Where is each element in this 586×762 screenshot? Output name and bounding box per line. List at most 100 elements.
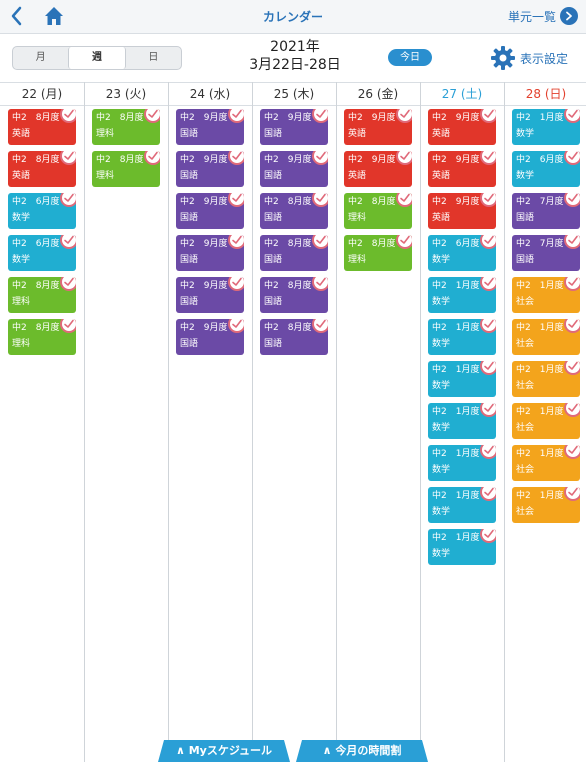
calendar-event[interactable]: 中2 8月度 英語 — [8, 109, 76, 145]
calendar-event[interactable]: 中2 8月度 理科 — [92, 109, 160, 145]
today-button[interactable]: 今日 — [388, 49, 432, 66]
check-circle-icon — [564, 361, 580, 375]
tab-month[interactable]: 月 — [35, 52, 46, 63]
calendar-event[interactable]: 中2 9月度 国語 — [176, 277, 244, 313]
check-circle-icon — [396, 235, 412, 249]
home-icon[interactable] — [42, 4, 66, 28]
back-chevron-icon[interactable] — [8, 5, 26, 27]
calendar-event[interactable]: 中2 6月度 数学 — [8, 193, 76, 229]
event-subject: 理科 — [348, 255, 367, 265]
calendar-event[interactable]: 中2 8月度 国語 — [260, 235, 328, 271]
calendar-event[interactable]: 中2 6月度 数学 — [512, 151, 580, 187]
event-subject: 国語 — [180, 339, 199, 349]
event-subject: 理科 — [12, 297, 31, 307]
calendar-event[interactable]: 中2 9月度 国語 — [176, 235, 244, 271]
calendar-event[interactable]: 中2 1月度 数学 — [428, 445, 496, 481]
display-settings-button[interactable]: 表示設定 — [490, 44, 568, 72]
calendar-event[interactable]: 中2 1月度 数学 — [428, 319, 496, 355]
calendar-event[interactable]: 中2 1月度 社会 — [512, 361, 580, 397]
check-circle-icon — [60, 109, 76, 123]
check-circle-icon — [480, 319, 496, 333]
calendar-event[interactable]: 中2 9月度 国語 — [260, 151, 328, 187]
calendar-event[interactable]: 中2 8月度 理科 — [92, 151, 160, 187]
event-subject: 社会 — [516, 507, 535, 517]
check-circle-icon — [564, 151, 580, 165]
event-subject: 国語 — [180, 297, 199, 307]
day-header-4: 26 (金) — [357, 87, 399, 101]
calendar-event[interactable]: 中2 1月度 数学 — [428, 403, 496, 439]
tab-day[interactable]: 日 — [148, 52, 159, 63]
calendar-event[interactable]: 中2 1月度 社会 — [512, 445, 580, 481]
event-subject: 理科 — [12, 339, 31, 349]
calendar-event[interactable]: 中2 8月度 理科 — [8, 277, 76, 313]
calendar-event[interactable]: 中2 8月度 理科 — [344, 235, 412, 271]
event-subject: 英語 — [432, 129, 451, 139]
calendar-event[interactable]: 中2 8月度 国語 — [260, 277, 328, 313]
check-circle-icon — [480, 403, 496, 417]
calendar-event[interactable]: 中2 6月度 数学 — [8, 235, 76, 271]
event-title: 中2 1月度 — [432, 323, 480, 333]
calendar-event[interactable]: 中2 9月度 英語 — [344, 151, 412, 187]
check-circle-icon — [144, 109, 160, 123]
my-schedule-tab[interactable]: ∧ Myスケジュール — [158, 740, 290, 762]
calendar-event[interactable]: 中2 1月度 社会 — [512, 487, 580, 523]
check-circle-icon — [228, 277, 244, 291]
calendar-event[interactable]: 中2 9月度 英語 — [428, 193, 496, 229]
calendar-event[interactable]: 中2 1月度 社会 — [512, 319, 580, 355]
event-title: 中2 9月度 — [348, 155, 396, 165]
column-divider — [168, 82, 169, 762]
calendar-event[interactable]: 中2 9月度 英語 — [344, 109, 412, 145]
column-divider — [84, 82, 85, 762]
event-subject: 英語 — [348, 129, 367, 139]
event-title: 中2 1月度 — [516, 407, 564, 417]
check-circle-icon — [564, 445, 580, 459]
event-subject: 数学 — [12, 255, 31, 265]
event-subject: 国語 — [264, 339, 283, 349]
check-circle-icon — [396, 193, 412, 207]
event-subject: 数学 — [432, 465, 451, 475]
calendar-event[interactable]: 中2 7月度 国語 — [512, 235, 580, 271]
calendar-event[interactable]: 中2 1月度 数学 — [428, 277, 496, 313]
calendar-event[interactable]: 中2 8月度 国語 — [260, 193, 328, 229]
event-subject: 国語 — [264, 255, 283, 265]
calendar-event[interactable]: 中2 9月度 国語 — [260, 109, 328, 145]
event-title: 中2 6月度 — [12, 239, 60, 249]
unit-list-button[interactable]: 単元一覧 — [508, 5, 578, 27]
event-title: 中2 8月度 — [264, 239, 312, 249]
event-subject: 国語 — [264, 129, 283, 139]
check-circle-icon — [564, 235, 580, 249]
calendar-event[interactable]: 中2 9月度 英語 — [428, 109, 496, 145]
calendar-event[interactable]: 中2 9月度 英語 — [428, 151, 496, 187]
calendar-event[interactable]: 中2 9月度 国語 — [176, 151, 244, 187]
calendar-event[interactable]: 中2 1月度 社会 — [512, 403, 580, 439]
monthly-timetable-tab[interactable]: ∧ 今月の時間割 — [296, 740, 428, 762]
event-subject: 国語 — [264, 213, 283, 223]
display-settings-label: 表示設定 — [520, 51, 569, 66]
calendar-event[interactable]: 中2 1月度 数学 — [428, 529, 496, 565]
event-title: 中2 8月度 — [12, 281, 60, 291]
event-title: 中2 9月度 — [180, 197, 228, 207]
calendar-event[interactable]: 中2 6月度 数学 — [428, 235, 496, 271]
event-title: 中2 1月度 — [432, 449, 480, 459]
event-title: 中2 8月度 — [12, 113, 60, 123]
calendar-event[interactable]: 中2 8月度 理科 — [344, 193, 412, 229]
calendar-event[interactable]: 中2 8月度 英語 — [8, 151, 76, 187]
calendar-event[interactable]: 中2 1月度 数学 — [512, 109, 580, 145]
calendar-event[interactable]: 中2 8月度 国語 — [260, 319, 328, 355]
calendar-event[interactable]: 中2 9月度 国語 — [176, 193, 244, 229]
calendar-event[interactable]: 中2 8月度 理科 — [8, 319, 76, 355]
week-event-grid: 中2 8月度 英語 中2 8月度 英語 中2 6月度 数学 中2 6月度 数学 中2 8月度 理科… — [0, 105, 586, 745]
event-title: 中2 1月度 — [432, 491, 480, 501]
calendar-event[interactable]: 中2 7月度 国語 — [512, 193, 580, 229]
event-title: 中2 9月度 — [264, 155, 312, 165]
event-subject: 理科 — [96, 129, 115, 139]
calendar-event[interactable]: 中2 9月度 国語 — [176, 319, 244, 355]
tab-week[interactable]: 週 — [68, 47, 126, 69]
event-subject: 数学 — [432, 507, 451, 517]
calendar-toolbar: 月 週 日 2021年 3月22日-28日 今日 表示設定 — [0, 34, 586, 82]
calendar-event[interactable]: 中2 9月度 国語 — [176, 109, 244, 145]
calendar-event[interactable]: 中2 1月度 社会 — [512, 277, 580, 313]
calendar-event[interactable]: 中2 1月度 数学 — [428, 361, 496, 397]
event-title: 中2 7月度 — [516, 197, 564, 207]
calendar-event[interactable]: 中2 1月度 数学 — [428, 487, 496, 523]
